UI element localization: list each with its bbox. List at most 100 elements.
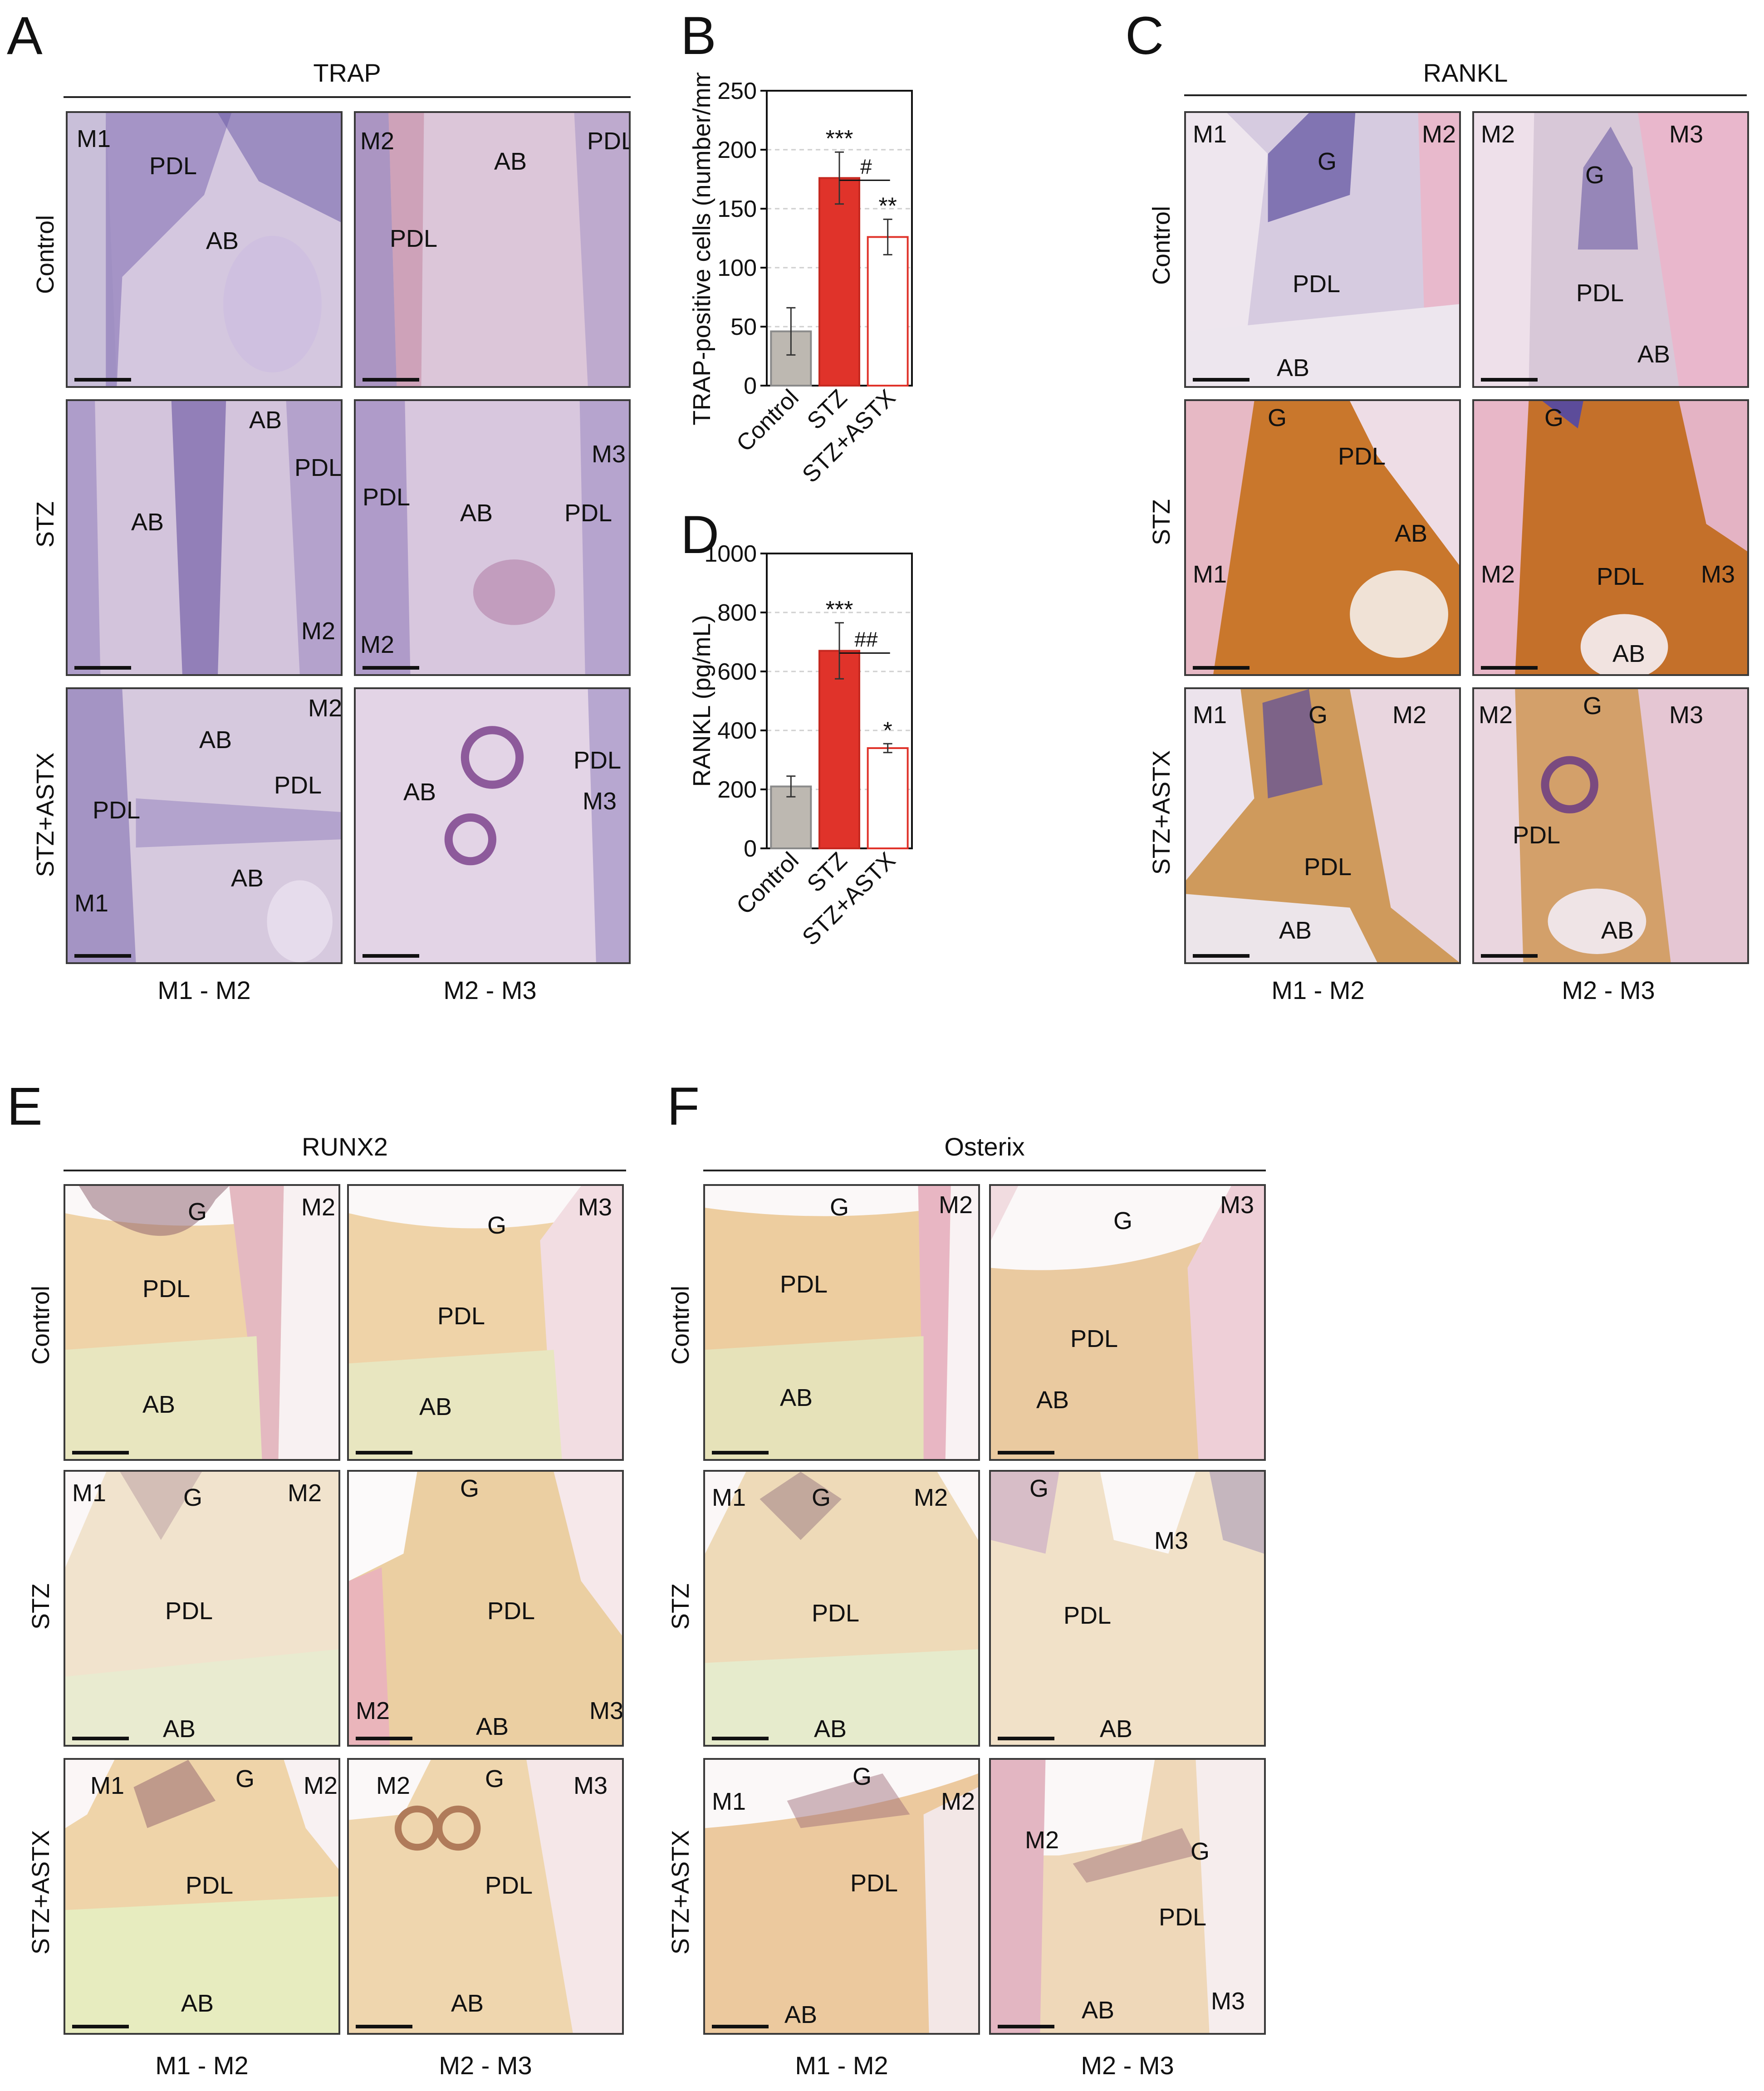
- scale-bar: [1481, 954, 1538, 958]
- trap-header-line: [64, 96, 631, 98]
- row-label-a-stz-astx: STZ+ASTX: [32, 752, 59, 877]
- tissue-label: M1: [1193, 561, 1227, 588]
- tissue-label: G: [460, 1475, 480, 1502]
- micrograph-a-stz-m2m3: M3 PDL AB PDL M2: [354, 399, 631, 676]
- tissue-label: AB: [1100, 1715, 1133, 1743]
- panel-label-e: E: [7, 1077, 43, 1136]
- tissue-label: M2: [356, 1697, 390, 1724]
- tissue-label: M2: [376, 1772, 411, 1799]
- tissue-label: M2: [914, 1484, 948, 1511]
- micrograph-e-stzastx-m1m2: M1 G M2 PDL AB: [64, 1758, 340, 2035]
- tissue-label: PDL: [142, 1275, 191, 1303]
- tissue-label: M1: [1193, 121, 1227, 148]
- tissue-label: AB: [1036, 1386, 1069, 1414]
- col-label-c-m1m2: M1 - M2: [1271, 976, 1365, 1004]
- micrograph-a-stzastx-m1m2: M2 AB PDL PDL AB M1: [66, 687, 343, 964]
- tissue-label: M2: [939, 1191, 973, 1219]
- significance-marker: *: [883, 717, 892, 744]
- micrograph-f-stzastx-m1m2: M1 G M2 PDL AB: [703, 1758, 980, 2035]
- scale-bar: [356, 1737, 412, 1740]
- tissue-label: M1: [712, 1484, 746, 1511]
- tissue-label: M1: [74, 890, 109, 917]
- tissue-label: PDL: [390, 225, 438, 252]
- micrograph-e-stzastx-m2m3: M2 G M3 PDL AB: [347, 1758, 624, 2035]
- tissue-label: PDL: [1159, 1904, 1207, 1931]
- scale-bar: [356, 2025, 412, 2028]
- scale-bar: [74, 666, 131, 670]
- tissue-label: G: [487, 1212, 507, 1239]
- tissue-label: PDL: [587, 127, 631, 155]
- micrograph-f-stz-m1m2: M1 G M2 PDL AB: [703, 1470, 980, 1747]
- tissue-label: AB: [476, 1713, 509, 1740]
- tissue-label: M1: [77, 125, 111, 152]
- tissue-label: PDL: [274, 772, 322, 799]
- tissue-label: AB: [1601, 917, 1634, 944]
- micrograph-f-stzastx-m2m3: M2 G PDL AB M3: [989, 1758, 1266, 2035]
- col-label-c-m2m3: M2 - M3: [1562, 976, 1655, 1004]
- osterix-header: Osterix: [944, 1132, 1025, 1161]
- y-tick-label: 600: [717, 659, 757, 685]
- micrograph-e-stz-m1m2: M1 G M2 PDL AB: [64, 1470, 340, 1747]
- tissue-label: G: [1585, 162, 1605, 189]
- tissue-label: M2: [941, 1788, 975, 1815]
- scale-bar: [72, 1737, 129, 1740]
- row-label-e-control: Control: [27, 1285, 54, 1365]
- y-tick-label: 1000: [704, 541, 757, 567]
- tissue-label: G: [188, 1198, 207, 1225]
- tissue-label: AB: [231, 865, 264, 892]
- comparison-label: #: [860, 155, 872, 178]
- tissue-label: M3: [1220, 1191, 1254, 1219]
- tissue-label: PDL: [186, 1872, 234, 1899]
- tissue-label: G: [830, 1194, 849, 1221]
- tissue-label: M3: [1701, 561, 1735, 588]
- panel-label-c: C: [1125, 6, 1164, 66]
- scale-bar: [1481, 378, 1538, 382]
- scale-bar: [1193, 954, 1250, 958]
- tissue-label: PDL: [165, 1597, 213, 1625]
- bar-stz-astx: [867, 236, 909, 387]
- tissue-label: AB: [1279, 917, 1312, 944]
- tissue-label: M3: [1154, 1527, 1189, 1554]
- micrograph-a-stz-m1m2: AB PDL AB M2: [66, 399, 343, 676]
- tissue-label: AB: [249, 406, 282, 434]
- tissue-label: M3: [1669, 121, 1704, 148]
- scale-bar: [712, 1451, 769, 1454]
- significance-marker: **: [878, 193, 897, 219]
- tissue-label: G: [1308, 701, 1328, 729]
- row-label-e-stz: STZ: [27, 1583, 54, 1630]
- tissue-label: M3: [589, 1697, 624, 1724]
- scale-bar: [74, 378, 131, 382]
- scale-bar: [363, 378, 419, 382]
- tissue-label: AB: [131, 509, 164, 536]
- tissue-label: G: [1544, 404, 1564, 431]
- micrograph-e-control-m2m3: G M3 PDL AB: [347, 1184, 624, 1461]
- tissue-label: PDL: [487, 1597, 535, 1625]
- tissue-label: AB: [1277, 354, 1310, 382]
- micrograph-c-stz-m1m2: G PDL AB M1: [1184, 399, 1461, 676]
- col-label-f-m1m2: M1 - M2: [795, 2051, 888, 2080]
- scale-bar: [1481, 666, 1538, 670]
- tissue-label: G: [235, 1765, 255, 1792]
- tissue-label: AB: [494, 148, 527, 175]
- tissue-label: M3: [573, 1772, 608, 1799]
- micrograph-c-stzastx-m2m3: M2 G M3 PDL AB: [1472, 687, 1749, 964]
- y-tick-label: 250: [717, 78, 757, 104]
- row-label-a-stz: STZ: [32, 501, 59, 548]
- micrograph-a-stzastx-m2m3: PDL AB M3: [354, 687, 631, 964]
- micrograph-f-control-m2m3: G M3 PDL AB: [989, 1184, 1266, 1461]
- micrograph-c-control-m2m3: M2 M3 G PDL AB: [1472, 111, 1749, 388]
- row-label-f-stz: STZ: [667, 1583, 694, 1630]
- rankl-header: RANKL: [1423, 59, 1508, 87]
- tissue-label: AB: [163, 1715, 196, 1743]
- tissue-label: G: [1268, 404, 1287, 431]
- tissue-label: AB: [1637, 341, 1671, 368]
- tissue-label: PDL: [363, 484, 411, 511]
- tissue-label: PDL: [1513, 822, 1561, 849]
- tissue-label: M2: [288, 1479, 322, 1507]
- scale-bar: [363, 954, 419, 958]
- tissue-label: PDL: [1338, 443, 1386, 470]
- tissue-label: PDL: [850, 1870, 898, 1897]
- y-tick-label: 400: [717, 718, 757, 744]
- trap-header: TRAP: [313, 59, 381, 87]
- y-tick-label: 150: [717, 196, 757, 222]
